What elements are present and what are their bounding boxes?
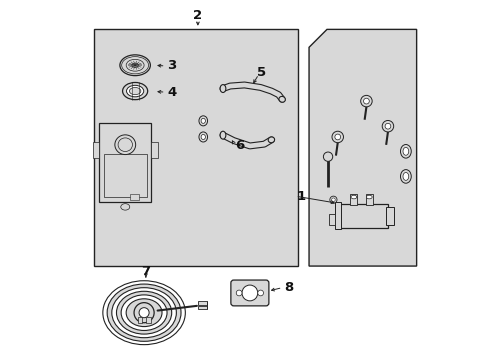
FancyArrowPatch shape — [144, 274, 147, 277]
Ellipse shape — [402, 147, 408, 155]
Circle shape — [360, 95, 371, 107]
Text: 8: 8 — [284, 281, 293, 294]
Bar — [103, 154, 146, 197]
Circle shape — [331, 198, 335, 202]
Bar — [337, 204, 387, 228]
Text: 3: 3 — [167, 59, 176, 72]
Ellipse shape — [201, 118, 205, 123]
Ellipse shape — [116, 291, 171, 334]
Bar — [130, 194, 139, 200]
FancyArrowPatch shape — [196, 22, 199, 25]
Bar — [198, 306, 206, 309]
FancyArrowPatch shape — [271, 288, 279, 291]
FancyArrowPatch shape — [158, 90, 163, 93]
Ellipse shape — [402, 172, 408, 180]
Bar — [94, 30, 298, 266]
Bar — [365, 194, 372, 205]
Ellipse shape — [400, 144, 410, 158]
Ellipse shape — [366, 195, 371, 199]
Ellipse shape — [278, 96, 285, 102]
Ellipse shape — [120, 55, 150, 76]
Ellipse shape — [126, 299, 162, 327]
Ellipse shape — [220, 85, 225, 93]
Circle shape — [257, 290, 263, 296]
Ellipse shape — [201, 134, 205, 139]
Polygon shape — [334, 202, 340, 229]
Bar — [137, 317, 142, 323]
FancyArrowPatch shape — [253, 77, 257, 83]
Polygon shape — [308, 30, 416, 266]
Ellipse shape — [199, 116, 207, 126]
Ellipse shape — [350, 195, 356, 199]
FancyArrowPatch shape — [232, 141, 235, 144]
Ellipse shape — [267, 137, 274, 143]
Circle shape — [382, 121, 393, 132]
Ellipse shape — [121, 295, 167, 330]
Text: 1: 1 — [296, 190, 305, 203]
Ellipse shape — [112, 288, 176, 338]
Circle shape — [331, 131, 343, 143]
Ellipse shape — [132, 63, 138, 67]
Circle shape — [323, 152, 332, 161]
Ellipse shape — [118, 138, 132, 152]
Ellipse shape — [126, 85, 143, 97]
Circle shape — [134, 303, 154, 323]
Polygon shape — [93, 142, 99, 158]
Ellipse shape — [122, 82, 147, 100]
Ellipse shape — [400, 170, 410, 183]
Text: 4: 4 — [167, 86, 176, 99]
FancyArrowPatch shape — [298, 197, 333, 203]
Text: 6: 6 — [235, 139, 244, 152]
Bar — [146, 317, 150, 323]
Bar — [328, 214, 335, 225]
Ellipse shape — [107, 284, 181, 341]
Bar — [349, 194, 357, 205]
Circle shape — [242, 285, 257, 301]
FancyArrowPatch shape — [158, 64, 163, 67]
Ellipse shape — [121, 204, 129, 210]
Text: 5: 5 — [257, 66, 265, 79]
Circle shape — [363, 98, 368, 104]
Polygon shape — [151, 142, 158, 158]
Ellipse shape — [129, 87, 141, 95]
Circle shape — [139, 308, 149, 318]
Circle shape — [384, 123, 390, 129]
Bar — [198, 301, 206, 305]
Circle shape — [329, 196, 336, 203]
Circle shape — [236, 290, 242, 296]
Ellipse shape — [115, 135, 135, 154]
Text: 2: 2 — [193, 9, 202, 22]
Bar — [99, 123, 151, 202]
Text: 7: 7 — [141, 265, 150, 278]
Circle shape — [334, 134, 340, 140]
FancyBboxPatch shape — [230, 280, 268, 306]
Ellipse shape — [126, 59, 144, 71]
Bar — [386, 207, 393, 225]
Ellipse shape — [220, 131, 225, 139]
Ellipse shape — [199, 132, 207, 142]
Ellipse shape — [102, 281, 185, 345]
